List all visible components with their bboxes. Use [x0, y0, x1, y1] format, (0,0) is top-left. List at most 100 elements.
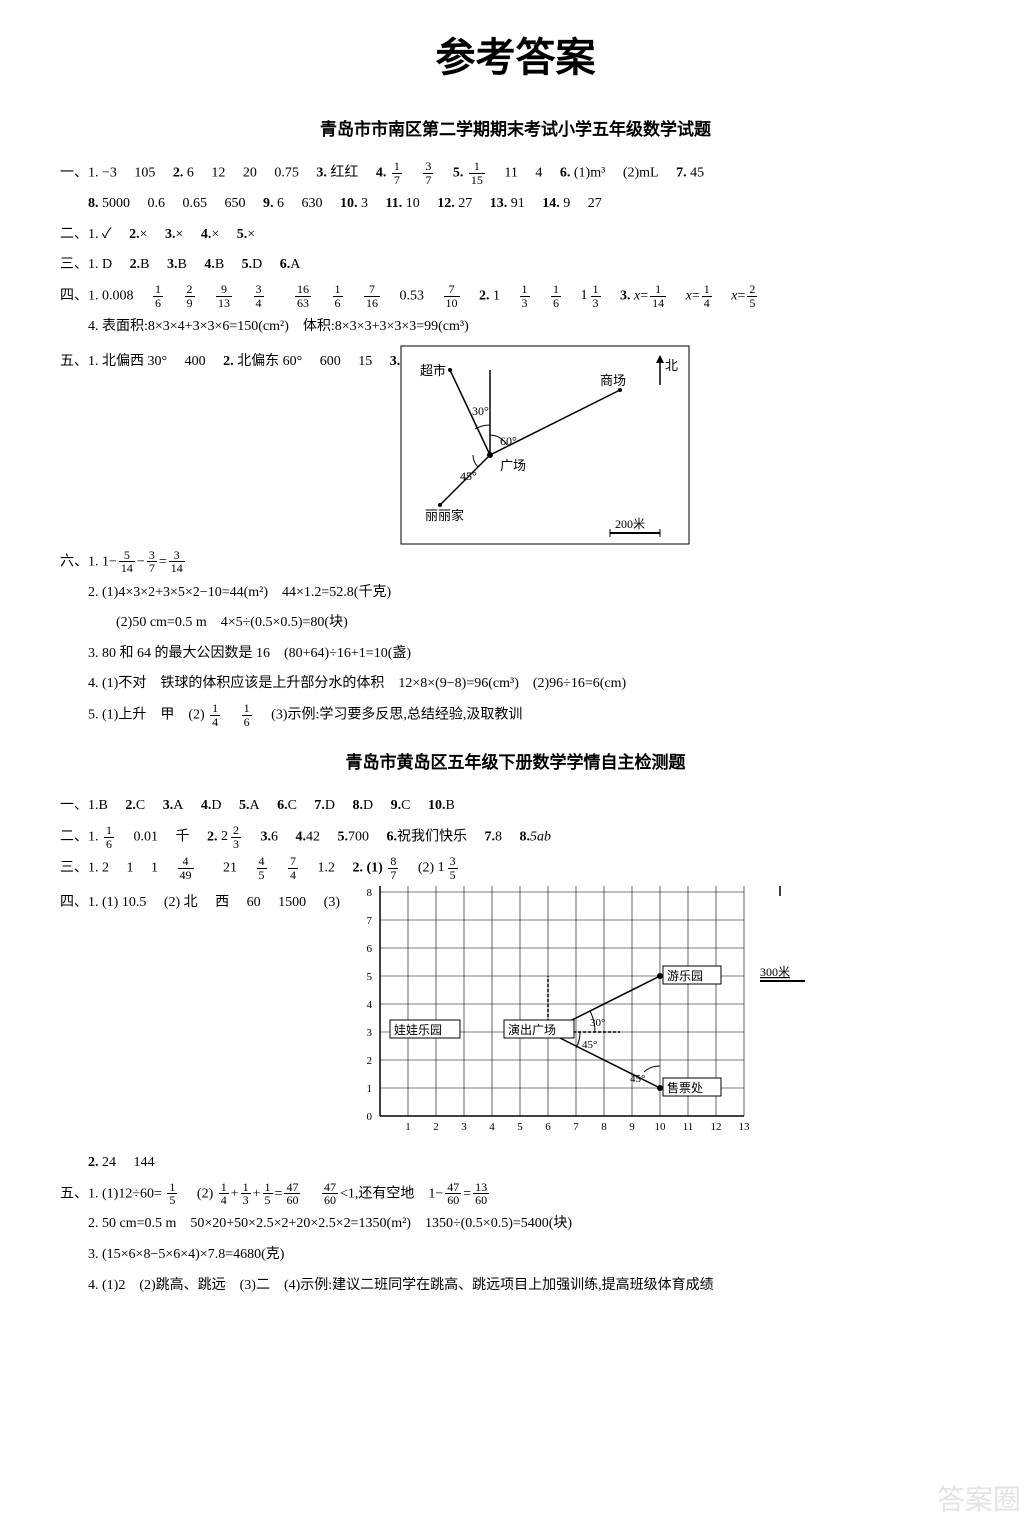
svg-text:1: 1 [405, 1121, 411, 1133]
v: 144 [134, 1155, 155, 1170]
v: 10.5 [122, 895, 147, 910]
v: 10 [406, 196, 420, 211]
svg-text:广场: 广场 [500, 458, 526, 473]
svg-text:7: 7 [573, 1121, 579, 1133]
e2-s5-l1: 五、1. (1)12÷60= 15 (2) 14+13+15=4760 4760… [60, 1181, 971, 1208]
n: 2. [125, 798, 136, 813]
lead: 五、1. (1)12÷60= [60, 1186, 162, 1201]
lead: 四、1. [60, 289, 99, 304]
frac: 16 [551, 283, 561, 309]
e2-s5-l4: 4. (1)2 (2)跳高、跳远 (3)二 (4)示例:建议二班同学在跳高、跳远… [60, 1273, 971, 1300]
n: 4. [201, 798, 212, 813]
v: 0.01 [134, 829, 159, 844]
v: 20 [243, 166, 257, 181]
v: 3 [361, 196, 368, 211]
v: 0.65 [183, 196, 208, 211]
n: 12. [437, 196, 455, 211]
v: 400 [185, 354, 206, 369]
e2-s4: 四、1. (1) 10.5 (2) 北 西 60 1500 (3) [60, 890, 340, 917]
v: D [211, 798, 221, 813]
frac: 16 [153, 283, 163, 309]
v: 0.008 [102, 289, 134, 304]
n: 3. [167, 257, 178, 272]
frac: 87 [388, 855, 398, 881]
v: 6 [277, 196, 284, 211]
n: 3. [316, 166, 327, 181]
v: B [177, 257, 186, 272]
e1-s3: 三、1. D 2.B 3.B 4.B 5.D 6.A [60, 252, 971, 279]
svg-text:游乐园: 游乐园 [667, 969, 703, 983]
n: 5. [453, 166, 464, 181]
e1-s6-l3: 3. 80 和 64 的最大公因数是 16 (80+64)÷16+1=10(盏) [60, 641, 971, 668]
e1-s4-l4: 4. 表面积:8×3×4+3×3×6=150(cm²) 体积:8×3×3+3×3… [60, 314, 971, 341]
n: 4. [376, 166, 387, 181]
svg-text:9: 9 [629, 1121, 635, 1133]
frac: 14 [210, 702, 220, 728]
n: 5. [242, 257, 253, 272]
v: B [99, 798, 108, 813]
grid-diagram: 12345678910111213 012345678910 30° 45° 4… [340, 886, 820, 1146]
v: 21 [223, 860, 237, 875]
n: 2. (1) [353, 860, 383, 875]
lead: 二、1. [60, 829, 99, 844]
watermark: 答案圈 [937, 1473, 1021, 1526]
v: 祝我们快乐 [397, 829, 467, 844]
lead: 一、1. [60, 798, 99, 813]
v: × [247, 227, 255, 242]
frac: 710 [444, 283, 460, 309]
v: 105 [134, 166, 155, 181]
n: 5. [338, 829, 349, 844]
frac: 716 [364, 283, 380, 309]
svg-text:45°: 45° [630, 1073, 645, 1085]
v: 1.2 [318, 860, 336, 875]
v: 27 [458, 196, 472, 211]
svg-text:300米: 300米 [760, 965, 790, 979]
v: 2 [102, 860, 109, 875]
n: 5. [239, 798, 250, 813]
t: <1,还有空地 1− [340, 1186, 443, 1201]
lead: 二、1. [60, 227, 99, 242]
direction-diagram: 30° 60° 45° 超市 商场 广场 丽丽家 北 200米 [400, 345, 690, 545]
n: 4. [296, 829, 307, 844]
svg-text:200米: 200米 [615, 517, 645, 531]
svg-text:5: 5 [366, 971, 372, 983]
frac: 4760 [322, 1181, 338, 1207]
v: 千 [176, 829, 190, 844]
n: 3. [165, 227, 176, 242]
e1-s1-l1: 一、1. −3 105 2. 6 12 20 0.75 3. 红红 4. 17 … [60, 160, 971, 187]
v: C [288, 798, 297, 813]
svg-text:5: 5 [517, 1121, 523, 1133]
v: 北偏东 60° [237, 354, 302, 369]
var: x [634, 289, 640, 304]
lead: 四、1. (1) [60, 895, 118, 910]
n: 2. [223, 354, 234, 369]
v: 12 [211, 166, 225, 181]
v: 5ab [530, 829, 551, 844]
e2-s5-l3: 3. (15×6×8−5×6×4)×7.8=4680(克) [60, 1242, 971, 1269]
e2-s1: 一、1.B 2.C 3.A 4.D 5.A 6.C 7.D 8.D 9.C 10… [60, 793, 971, 820]
frac: 15 [263, 1181, 273, 1207]
svg-text:8: 8 [366, 887, 372, 899]
e2-s5-l2: 2. 50 cm=0.5 m 50×20+50×2.5×2+20×2.5×2=1… [60, 1211, 971, 1238]
e1-s2: 二、1. ✓ 2.× 3.× 4.× 5.× [60, 222, 971, 249]
var: x [731, 289, 737, 304]
v: (1)m³ [574, 166, 605, 181]
frac: 37 [423, 160, 433, 186]
n: 4. [201, 227, 212, 242]
frac: 16 [104, 824, 114, 850]
svg-text:45°: 45° [460, 469, 477, 483]
svg-text:4: 4 [366, 999, 372, 1011]
frac: 74 [288, 855, 298, 881]
n: (2) [197, 1186, 213, 1201]
frac: 1360 [473, 1181, 489, 1207]
n: (3) [324, 895, 340, 910]
frac: 913 [216, 283, 232, 309]
v: −3 [102, 166, 117, 181]
frac: 16 [242, 702, 252, 728]
v: ✓ [102, 227, 112, 242]
lead: 三、1. [60, 860, 99, 875]
n: 2. [88, 1155, 99, 1170]
n: 7. [314, 798, 325, 813]
n: 4. [204, 257, 215, 272]
v: C [401, 798, 410, 813]
